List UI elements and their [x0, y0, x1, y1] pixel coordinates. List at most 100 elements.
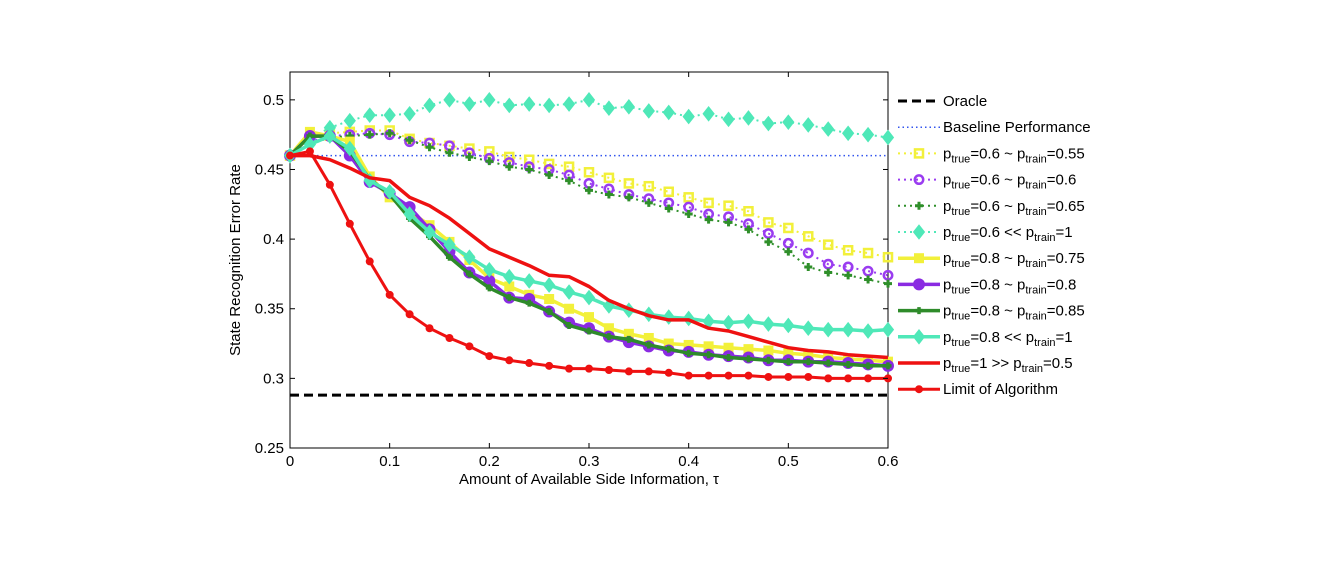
data-point [543, 158, 555, 170]
data-point [585, 186, 593, 195]
legend-label: ptrue=0.8 ~ ptrain=0.75 [943, 250, 1085, 270]
data-point [802, 247, 814, 259]
data-point [545, 308, 553, 316]
data-point [704, 215, 713, 224]
data-point [723, 200, 734, 211]
data-point [744, 355, 752, 363]
data-point [724, 371, 733, 380]
series-4 [286, 129, 892, 288]
data-point [665, 345, 673, 353]
data-point [783, 222, 794, 234]
data-point [645, 341, 653, 349]
data-point [545, 171, 554, 180]
data-point [465, 152, 474, 161]
data-point [582, 289, 596, 306]
x-tick-label: 0.2 [479, 453, 500, 470]
y-tick-label: 0.35 [255, 301, 284, 318]
data-point [804, 358, 812, 366]
data-point [884, 362, 892, 370]
data-point [725, 353, 733, 361]
legend-item: ptrue=0.8 ~ ptrain=0.8 [898, 276, 1076, 296]
data-point [864, 374, 873, 383]
data-point [881, 129, 895, 146]
data-point [822, 121, 835, 137]
data-point [762, 115, 775, 132]
legend-label: Limit of Algorithm [943, 381, 1058, 398]
data-point [804, 372, 813, 381]
data-point [644, 198, 653, 207]
data-point [423, 224, 436, 240]
x-tick-label: 0.3 [579, 453, 600, 470]
x-tick-label: 0.4 [678, 453, 699, 470]
data-point [585, 327, 593, 335]
legend-item: ptrue=0.8 << ptrain=1 [898, 329, 1073, 349]
data-point [882, 269, 894, 281]
data-point [804, 262, 813, 271]
data-point [824, 359, 832, 367]
data-point [782, 237, 794, 249]
data-point [684, 210, 693, 219]
data-point [784, 247, 793, 256]
y-tick-label: 0.4 [263, 231, 284, 248]
data-point [525, 165, 534, 174]
data-point [565, 176, 574, 185]
data-point [564, 303, 575, 314]
data-point [844, 374, 853, 383]
data-point [542, 277, 556, 293]
axis-layer: 0 0.1 0.2 0.3 0.4 0.5 0.6 0.25 0.3 0.35 0.4 0.45 0.5 [255, 72, 899, 470]
legend-label: Oracle [943, 93, 987, 110]
legend-item: ptrue=0.6 << ptrain=1 [898, 224, 1073, 244]
x-tick-label: 0 [286, 453, 294, 470]
data-point [542, 97, 556, 114]
data-point [744, 225, 753, 234]
data-point [841, 125, 855, 142]
data-point [743, 206, 754, 217]
legend-item: ptrue=0.6 ~ ptrain=0.55 [898, 145, 1085, 165]
data-point [363, 107, 376, 123]
data-point [403, 105, 416, 122]
y-tick-label: 0.45 [255, 161, 284, 178]
legend-item: ptrue=0.8 ~ ptrain=0.85 [898, 303, 1085, 323]
data-point [343, 140, 356, 157]
data-point [345, 219, 354, 228]
data-point [545, 361, 554, 370]
data-point [763, 345, 774, 356]
data-point [605, 333, 613, 341]
data-point [505, 356, 514, 365]
data-point [844, 271, 853, 280]
data-point [525, 359, 534, 368]
data-point [425, 143, 434, 152]
legend-item: ptrue=0.6 ~ ptrain=0.65 [898, 198, 1085, 218]
legend-item: ptrue=1 >> ptrain=0.5 [898, 355, 1073, 375]
data-point [562, 96, 576, 112]
data-point [762, 228, 774, 239]
data-point [445, 333, 454, 342]
data-point [565, 364, 574, 373]
data-point [423, 97, 436, 114]
data-point [762, 316, 775, 332]
data-point [742, 110, 755, 126]
legend-marker [913, 278, 925, 291]
data-point [624, 193, 633, 202]
data-point [504, 151, 515, 163]
data-point [604, 366, 613, 375]
data-point [523, 273, 536, 289]
data-point [602, 100, 616, 117]
legend-label: ptrue=0.8 ~ ptrain=0.8 [943, 276, 1076, 296]
data-point [483, 261, 496, 278]
data-point [603, 172, 615, 184]
x-tick-label: 0.6 [878, 453, 899, 470]
data-point [724, 218, 733, 227]
data-point [625, 335, 633, 343]
data-point [383, 183, 396, 200]
data-point [644, 367, 653, 376]
data-point [485, 284, 493, 292]
data-point [323, 128, 337, 144]
series-10 [290, 153, 889, 360]
data-point [385, 290, 394, 299]
data-point [662, 104, 675, 121]
data-point [802, 320, 815, 337]
data-point [884, 279, 892, 288]
series-layer [283, 92, 895, 397]
data-point [523, 96, 536, 112]
